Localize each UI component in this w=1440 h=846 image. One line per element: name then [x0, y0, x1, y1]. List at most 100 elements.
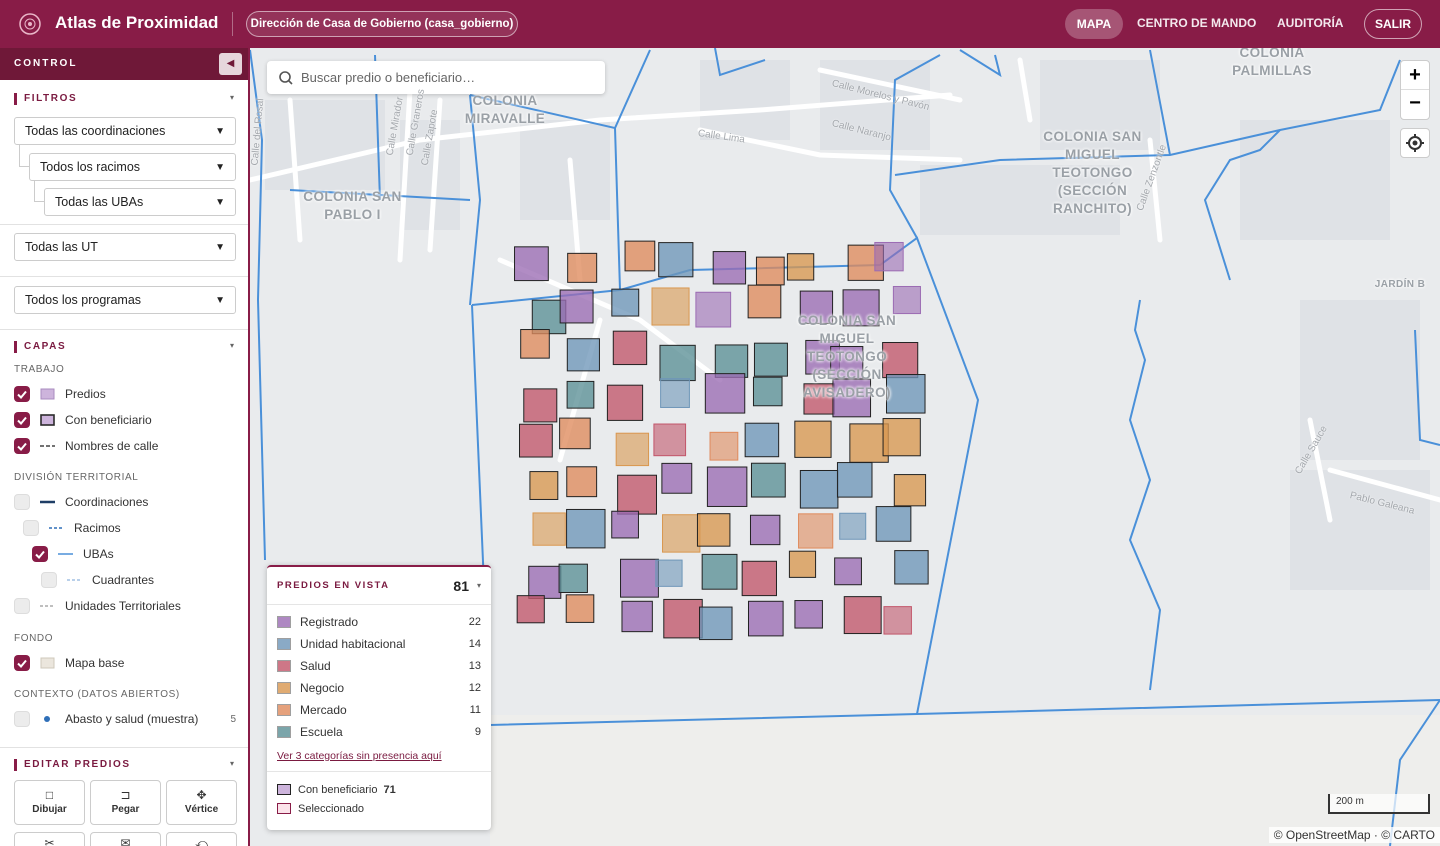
checkbox[interactable]	[41, 572, 57, 588]
parcel[interactable]	[658, 242, 694, 278]
tool-button[interactable]: ✉	[90, 832, 161, 846]
section-caret[interactable]: ▾	[230, 341, 235, 350]
tool-button[interactable]: ✥ Vértice	[166, 780, 237, 825]
filter-select[interactable]: Todas las UBAs ▼	[44, 188, 236, 216]
parcel[interactable]	[832, 378, 872, 418]
parcel[interactable]	[747, 284, 782, 319]
parcel[interactable]	[559, 289, 594, 324]
parcel[interactable]	[529, 471, 559, 500]
collapse-button[interactable]: ◀	[219, 53, 242, 75]
tool-button[interactable]: ✂	[14, 832, 85, 846]
parcel[interactable]	[514, 246, 549, 282]
zoom-in[interactable]: +	[1401, 61, 1429, 90]
parcel[interactable]	[834, 557, 862, 586]
parcel[interactable]	[836, 462, 873, 498]
parcel[interactable]	[886, 374, 926, 414]
parcel[interactable]	[566, 380, 595, 409]
parcel[interactable]	[882, 342, 919, 379]
parcel[interactable]	[662, 514, 701, 553]
parcel[interactable]	[695, 291, 732, 328]
parcel[interactable]	[528, 565, 562, 599]
tool-button[interactable]: ⤺	[166, 832, 237, 846]
tool-button[interactable]: □ Dibujar	[14, 780, 85, 825]
filter-select[interactable]: Todas las UT ▼	[14, 233, 236, 261]
nav-tab[interactable]: CENTRO DE MANDO	[1137, 16, 1257, 30]
search-box[interactable]: Buscar predio o beneficiario…	[267, 61, 605, 94]
checkbox-checked[interactable]	[14, 386, 30, 402]
parcel[interactable]	[567, 252, 598, 283]
parcel[interactable]	[749, 514, 781, 546]
parcel[interactable]	[794, 600, 823, 629]
parcel[interactable]	[559, 417, 591, 450]
parcel[interactable]	[849, 423, 889, 463]
parcel[interactable]	[704, 373, 746, 414]
parcel[interactable]	[660, 378, 690, 408]
parcel[interactable]	[615, 432, 650, 467]
parcel[interactable]	[558, 563, 588, 593]
parcel[interactable]	[753, 342, 788, 377]
parcel[interactable]	[874, 241, 904, 272]
parcel[interactable]	[794, 420, 832, 458]
parcel[interactable]	[799, 290, 834, 324]
parcel[interactable]	[516, 595, 545, 624]
parcel[interactable]	[566, 508, 606, 549]
parcel[interactable]	[659, 344, 696, 382]
parcel[interactable]	[788, 550, 817, 578]
parcel[interactable]	[661, 462, 693, 494]
filter-select[interactable]: Todas las coordinaciones ▼	[14, 117, 236, 145]
parcel[interactable]	[755, 256, 785, 286]
checkbox-checked[interactable]	[32, 546, 48, 562]
context-pill[interactable]: Dirección de Casa de Gobierno (casa_gobi…	[246, 11, 518, 37]
parcel[interactable]	[612, 330, 648, 366]
parcel[interactable]	[621, 600, 653, 633]
legend-caret[interactable]: ▾	[476, 581, 481, 590]
parcel[interactable]	[786, 253, 815, 281]
nav-tab-active[interactable]: MAPA	[1065, 9, 1123, 39]
checkbox[interactable]	[23, 520, 39, 536]
parcel[interactable]	[883, 606, 912, 635]
parcel[interactable]	[839, 512, 867, 540]
checkbox-checked[interactable]	[14, 412, 30, 428]
parcel[interactable]	[532, 512, 566, 546]
parcel[interactable]	[882, 418, 921, 457]
parcel[interactable]	[894, 550, 929, 585]
checkbox[interactable]	[14, 598, 30, 614]
parcel[interactable]	[799, 469, 839, 509]
parcel[interactable]	[611, 510, 639, 539]
parcel[interactable]	[706, 466, 748, 507]
parcel[interactable]	[875, 506, 912, 542]
parcel[interactable]	[701, 553, 738, 590]
parcel[interactable]	[893, 474, 927, 507]
parcel[interactable]	[747, 600, 784, 637]
parcel[interactable]	[566, 466, 598, 498]
parcel[interactable]	[744, 422, 780, 458]
parcel[interactable]	[519, 423, 553, 458]
checkbox[interactable]	[14, 711, 30, 727]
parcel[interactable]	[752, 376, 783, 407]
section-caret[interactable]: ▾	[230, 759, 235, 768]
checkbox[interactable]	[14, 494, 30, 510]
checkbox-checked[interactable]	[14, 655, 30, 671]
parcel[interactable]	[566, 338, 600, 372]
parcel[interactable]	[520, 329, 550, 359]
tool-button[interactable]: ⊐ Pegar	[90, 780, 161, 825]
parcel[interactable]	[655, 559, 683, 587]
parcel[interactable]	[699, 606, 733, 641]
parcel[interactable]	[523, 388, 558, 423]
parcel[interactable]	[696, 513, 731, 547]
section-caret[interactable]: ▾	[230, 93, 235, 102]
parcel[interactable]	[663, 598, 703, 639]
parcel[interactable]	[709, 431, 739, 461]
parcel[interactable]	[651, 287, 690, 326]
attribution[interactable]: © OpenStreetMap · © CARTO	[1268, 827, 1440, 843]
parcel[interactable]	[842, 289, 880, 327]
parcel[interactable]	[741, 560, 777, 597]
parcel[interactable]	[830, 346, 864, 380]
parcel[interactable]	[712, 251, 747, 285]
parcel[interactable]	[617, 474, 658, 515]
nav-tab[interactable]: AUDITORÍA	[1277, 16, 1344, 30]
parcel[interactable]	[620, 558, 659, 598]
filter-select[interactable]: Todos los racimos ▼	[29, 153, 236, 181]
parcel[interactable]	[798, 513, 834, 549]
parcel[interactable]	[892, 285, 921, 315]
